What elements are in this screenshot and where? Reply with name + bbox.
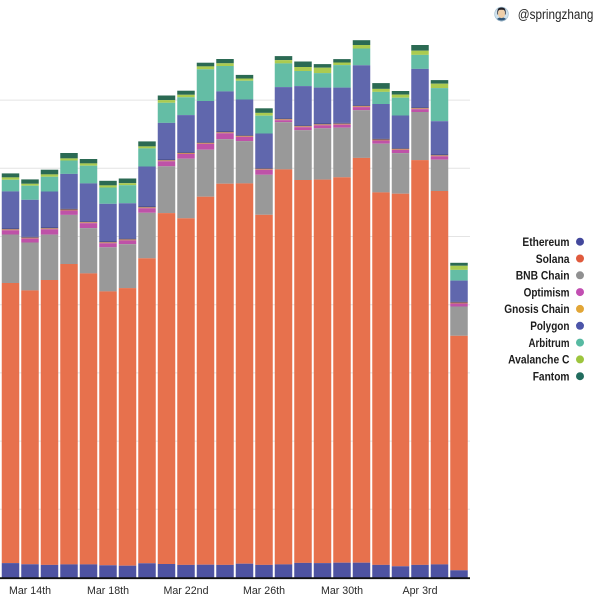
svg-text:Optimism: Optimism xyxy=(524,285,570,299)
svg-text:Mar 14th: Mar 14th xyxy=(9,585,51,597)
svg-text:@springzhang: @springzhang xyxy=(518,7,594,22)
svg-text:Avalanche C: Avalanche C xyxy=(508,353,570,367)
svg-text:Mar 22nd: Mar 22nd xyxy=(164,585,209,597)
svg-text:Gnosis Chain: Gnosis Chain xyxy=(504,302,569,316)
svg-text:Ethereum: Ethereum xyxy=(522,235,569,249)
svg-text:Arbitrum: Arbitrum xyxy=(529,336,570,350)
svg-text:Mar 26th: Mar 26th xyxy=(243,585,285,597)
svg-text:Fantom: Fantom xyxy=(533,370,570,384)
svg-text:Solana: Solana xyxy=(536,252,570,266)
svg-text:Polygon: Polygon xyxy=(530,319,569,333)
svg-text:Mar 30th: Mar 30th xyxy=(321,585,363,597)
svg-text:Apr 3rd: Apr 3rd xyxy=(403,585,438,597)
svg-text:BNB Chain: BNB Chain xyxy=(516,269,570,283)
svg-text:Mar 18th: Mar 18th xyxy=(87,585,129,597)
